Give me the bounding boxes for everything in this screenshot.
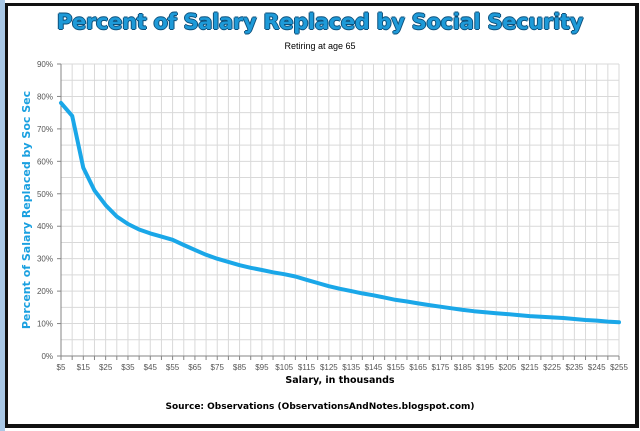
x-tick-label: $135 [342,363,360,372]
x-tick-label: $155 [387,363,405,372]
chart-frame [5,3,639,428]
x-tick-label: $215 [521,363,539,372]
y-tick-label: 10% [37,320,53,329]
x-tick-label: $145 [365,363,383,372]
left-edge-strip [0,0,5,431]
y-tick-label: 0% [41,352,53,361]
gridlines [61,63,620,356]
x-axis-tick-labels: $5 $15 $25 $35 $45 $55 $65 $75 $85 $95 $105 $115 $12… [57,363,629,372]
chart-subtitle: Retiring at age 65 [284,41,356,51]
y-tick-label: 40% [37,222,53,231]
x-tick-label: $235 [565,363,583,372]
x-tick-label: $165 [409,363,427,372]
source-note: Source: Observations (ObservationsAndNot… [165,402,475,412]
x-tick-label: $55 [166,363,180,372]
x-tick-label: $175 [432,363,450,372]
x-tick-label: $105 [275,363,293,372]
series-group [59,100,621,325]
x-tick-label: $115 [298,363,316,372]
y-tick-label: 70% [37,125,53,134]
x-tick-label: $95 [255,363,269,372]
x-tick-label: $185 [454,363,472,372]
x-tick-label: $255 [610,363,628,372]
x-tick-label: $205 [499,363,517,372]
axes [57,63,620,360]
y-tick-label: 20% [37,287,53,296]
x-axis-label: Salary, in thousands [285,375,395,386]
y-tick-label: 80% [37,92,53,101]
series-line [59,100,621,325]
x-tick-label: $35 [121,363,135,372]
y-tick-label: 60% [37,157,53,166]
chart-title: Percent of Salary Replaced by Social Sec… [56,10,584,34]
x-tick-label: $5 [57,363,66,372]
x-tick-label: $225 [543,363,561,372]
x-tick-label: $75 [211,363,225,372]
x-tick-label: $245 [588,363,606,372]
x-tick-label: $85 [233,363,247,372]
x-tick-label: $25 [99,363,113,372]
y-tick-label: 90% [37,60,53,69]
y-tick-label: 30% [37,255,53,264]
y-axis-tick-labels: 0% 10% 20% 30% 40% 50% 60% 70% 80% 90% [37,60,53,361]
y-tick-label: 50% [37,190,53,199]
x-tick-label: $195 [476,363,494,372]
x-tick-label: $45 [144,363,158,372]
x-tick-label: $15 [77,363,91,372]
y-axis-label: Percent of Salary Replaced by Soc Sec [20,91,33,329]
x-tick-label: $125 [320,363,338,372]
x-tick-label: $65 [188,363,202,372]
